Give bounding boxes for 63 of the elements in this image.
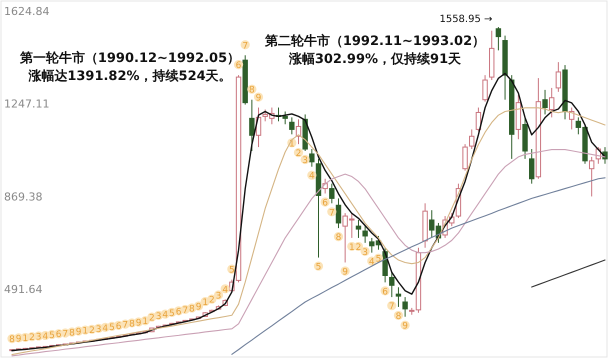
- text: 3: [156, 312, 162, 322]
- text: 4: [222, 285, 228, 296]
- text: 8: [129, 319, 135, 330]
- text: 9: [196, 302, 202, 312]
- text: 3: [216, 291, 222, 302]
- text: 8: [9, 335, 15, 346]
- text: 7: [122, 320, 128, 331]
- text: 1: [82, 326, 88, 337]
- text: 2: [356, 242, 362, 253]
- text: 1: [22, 334, 28, 344]
- text: 4: [308, 172, 315, 182]
- text: 6: [236, 61, 242, 72]
- text: 4: [102, 324, 108, 334]
- text: 6: [322, 198, 328, 208]
- text: 8: [249, 86, 255, 96]
- text: 7: [242, 41, 248, 52]
- text: 5: [49, 330, 55, 341]
- text: 9: [342, 267, 348, 278]
- text: 5: [109, 322, 115, 333]
- text: 6: [116, 322, 122, 332]
- text: 9: [402, 322, 408, 332]
- annotation: 第二轮牛市（1992.11~1993.02）: [264, 33, 486, 49]
- y-tick-label: 1624.84: [4, 4, 50, 18]
- y-tick-label: 491.64: [4, 283, 42, 296]
- text: 9: [136, 318, 142, 328]
- text: 5: [316, 262, 322, 273]
- text: 2: [209, 296, 215, 306]
- y-tick-label: 1247.11: [4, 98, 50, 111]
- text: 7: [328, 208, 335, 218]
- text: 2: [29, 333, 35, 344]
- text: 1: [202, 298, 208, 308]
- text: 3: [302, 156, 308, 166]
- text: 4: [42, 332, 48, 342]
- text: 3: [36, 332, 42, 342]
- text: 4: [368, 258, 375, 268]
- text: 8: [396, 312, 402, 322]
- text: 8: [69, 328, 75, 339]
- text: 2: [149, 314, 155, 324]
- y-tick-label: 869.38: [4, 190, 42, 204]
- text: 9: [76, 328, 82, 338]
- text: 8: [336, 233, 342, 244]
- annotation: 涨幅302.99%，仅持续91天: [288, 52, 462, 67]
- text: 1: [348, 242, 355, 253]
- text: 7: [388, 302, 395, 312]
- text: 9: [256, 94, 262, 104]
- text: 5: [229, 266, 235, 276]
- text: 5: [376, 254, 382, 265]
- text: 7: [62, 329, 68, 340]
- text: 6: [382, 287, 388, 298]
- text: 9: [16, 334, 22, 344]
- text: 6: [176, 307, 182, 318]
- text: 4: [162, 310, 168, 321]
- text: 3: [96, 324, 102, 335]
- text: 7: [182, 306, 188, 316]
- text: 3: [362, 248, 368, 258]
- text: 2: [89, 326, 95, 336]
- text: 8: [189, 304, 195, 314]
- text: 6: [56, 330, 62, 340]
- annotation: 1558.95 →: [439, 14, 492, 26]
- text: 2: [296, 149, 302, 160]
- text: 5: [169, 308, 175, 319]
- text: 1: [142, 317, 148, 328]
- annotation: 涨幅达1391.82%，持续524天。: [27, 69, 232, 84]
